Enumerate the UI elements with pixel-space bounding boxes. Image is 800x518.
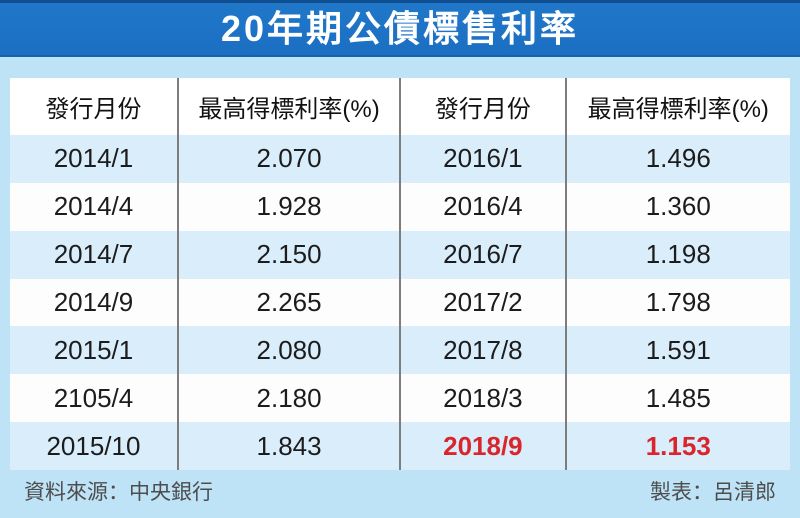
column-header-issue-month-right: 發行月份 <box>399 78 564 135</box>
table-row: 2014/7 2.150 2016/7 1.198 <box>10 230 790 279</box>
rate-cell-left: 2.265 <box>176 278 399 327</box>
issue-month-cell-right: 2016/4 <box>399 182 564 231</box>
table-row: 2014/1 2.070 2016/1 1.496 <box>10 135 790 183</box>
issue-month-cell-right: 2016/1 <box>399 135 564 183</box>
title-bar: 20年期公債標售利率 <box>0 0 800 57</box>
table-row: 2105/4 2.180 2018/3 1.485 <box>10 374 790 423</box>
issue-month-cell-left: 2015/1 <box>53 334 134 365</box>
rate-cell-left: 2.180 <box>176 374 399 423</box>
table-row: 2014/4 1.928 2016/4 1.360 <box>10 182 790 231</box>
rate-cell-left: 2.080 <box>176 326 399 375</box>
rate-cell-right: 1.798 <box>564 278 790 327</box>
issue-month-cell-right: 2017/8 <box>399 326 564 375</box>
source-note: 資料來源：中央銀行 <box>24 481 213 504</box>
rate-cell-right: 1.198 <box>564 230 790 279</box>
issue-month-cell-right: 2017/2 <box>399 278 564 327</box>
issue-month-cell-right: 2018/9 <box>399 422 564 471</box>
issue-month-cell-left: 2014/9 <box>53 287 134 317</box>
rate-cell-left: 2.070 <box>176 135 399 183</box>
rate-cell-left: 2.150 <box>176 230 399 279</box>
rate-cell-right: 1.496 <box>564 135 790 183</box>
rate-cell-right: 1.591 <box>564 326 790 375</box>
column-header-max-rate-left: 最高得標利率(%) <box>176 78 399 135</box>
table-row: 2015/10 1.843 2018/9 1.153 <box>10 422 790 471</box>
issue-month-cell-left: 2014/4 <box>53 191 134 222</box>
issue-month-cell-right: 2018/3 <box>399 374 564 423</box>
issue-month-cell-left: 2015/10 <box>46 430 141 461</box>
rate-table: 發行月份 最高得標利率(%) 發行月份 最高得標利率(%) 2014/1 2.07… <box>10 78 790 471</box>
rate-cell-left: 1.843 <box>176 422 399 471</box>
rate-cell-right: 1.153 <box>564 422 790 471</box>
issue-month-cell-left: 2014/7 <box>53 239 134 270</box>
table-header-row: 發行月份 最高得標利率(%) 發行月份 最高得標利率(%) <box>10 78 790 135</box>
footer: 資料來源：中央銀行 製表：呂清郎 <box>0 470 800 518</box>
issue-month-cell-left: 2014/1 <box>53 143 134 174</box>
rate-cell-right: 1.360 <box>564 182 790 231</box>
table-row: 2015/1 2.080 2017/8 1.591 <box>10 326 790 375</box>
table-row: 2014/9 2.265 2017/2 1.798 <box>10 278 790 327</box>
credit-note: 製表：呂清郎 <box>650 481 776 504</box>
page-title: 20年期公債標售利率 <box>220 8 580 49</box>
issue-month-cell-left: 2105/4 <box>53 382 134 413</box>
column-header-issue-month-left: 發行月份 <box>45 96 142 123</box>
rate-cell-right: 1.485 <box>564 374 790 423</box>
issue-month-cell-right: 2016/7 <box>399 230 564 279</box>
column-header-max-rate-right: 最高得標利率(%) <box>564 78 790 135</box>
rate-cell-left: 1.928 <box>176 182 399 231</box>
